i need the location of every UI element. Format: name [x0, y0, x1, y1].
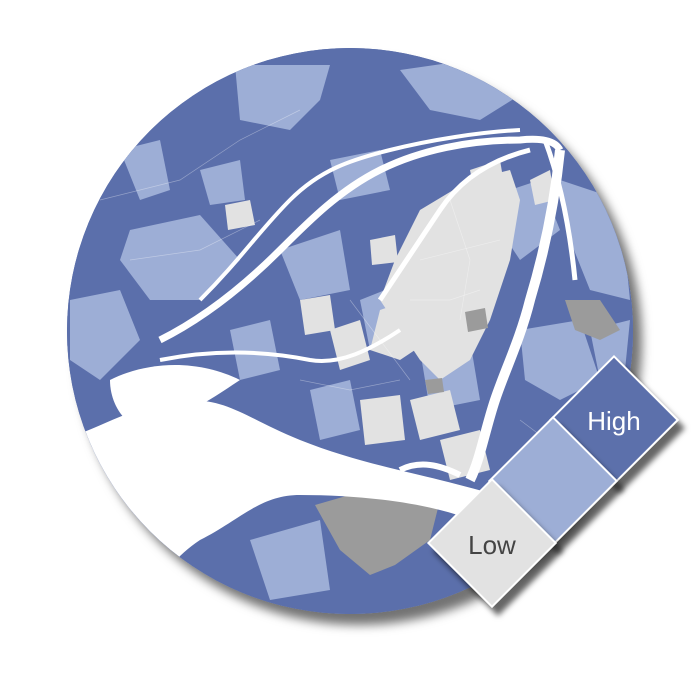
legend-low-label: Low	[468, 530, 516, 560]
map-regions	[60, 40, 660, 640]
legend-high-label: High	[587, 406, 640, 436]
